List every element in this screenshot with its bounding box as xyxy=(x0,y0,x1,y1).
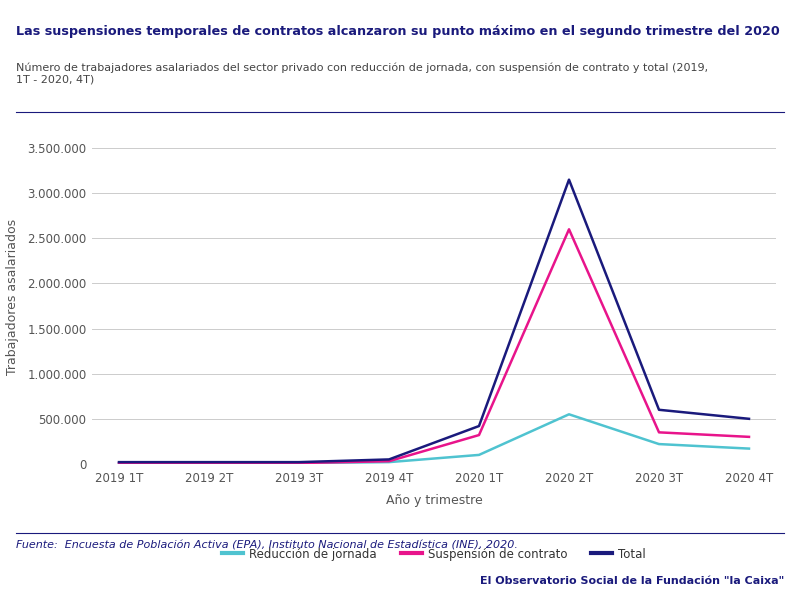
Text: El Observatorio Social de la Fundación "la Caixa": El Observatorio Social de la Fundación "… xyxy=(480,576,784,586)
Text: Las suspensiones temporales de contratos alcanzaron su punto máximo en el segund: Las suspensiones temporales de contratos… xyxy=(16,25,780,38)
Legend: Reducción de jornada, Suspensión de contrato, Total: Reducción de jornada, Suspensión de cont… xyxy=(218,543,650,566)
Text: Fuente:  Encuesta de Población Activa (EPA), Instituto Nacional de Estadística (: Fuente: Encuesta de Población Activa (EP… xyxy=(16,540,518,550)
Y-axis label: Trabajadores asalariados: Trabajadores asalariados xyxy=(6,219,19,375)
X-axis label: Año y trimestre: Año y trimestre xyxy=(386,493,482,506)
Text: Número de trabajadores asalariados del sector privado con reducción de jornada, : Número de trabajadores asalariados del s… xyxy=(16,62,708,84)
